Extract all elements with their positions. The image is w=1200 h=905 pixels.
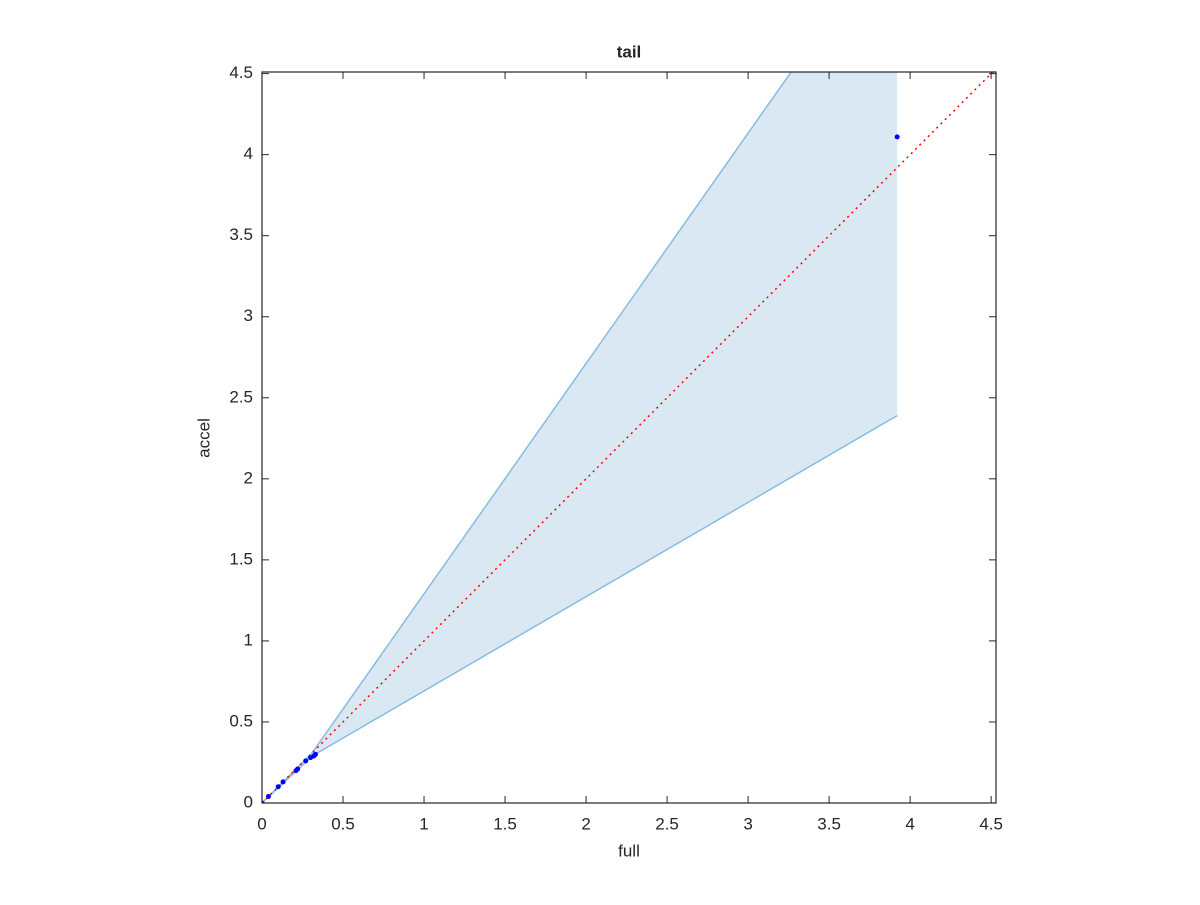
point [312, 751, 318, 757]
point [275, 784, 281, 790]
point [295, 766, 301, 772]
point [262, 800, 265, 803]
x-tick-label: 3.5 [817, 814, 841, 833]
plot-area [262, 72, 994, 803]
axes-box [261, 71, 997, 804]
x-tick-label: 1 [419, 814, 428, 833]
chart-title: tail [617, 42, 642, 61]
y-tick-label: 2 [244, 468, 253, 487]
y-tick-label: 4 [244, 144, 253, 163]
x-tick-label: 3 [743, 814, 752, 833]
y-tick-label: 0.5 [229, 711, 253, 730]
x-tick-label: 4.5 [979, 814, 1003, 833]
y-tick-label: 1.5 [229, 549, 253, 568]
point [894, 134, 900, 140]
reference-line [262, 72, 994, 803]
x-tick-label: 0.5 [331, 814, 355, 833]
y-tick-label: 4.5 [229, 63, 253, 82]
y-tick-label: 3.5 [229, 225, 253, 244]
x-axis-label: full [618, 841, 640, 860]
point [303, 758, 309, 764]
x-tick-label: 1.5 [493, 814, 517, 833]
point [265, 794, 271, 800]
y-tick-label: 2.5 [229, 387, 253, 406]
y-tick-label: 0 [244, 792, 253, 811]
y-tick-label: 1 [244, 630, 253, 649]
y-tick-label: 3 [244, 306, 253, 325]
point [280, 779, 286, 785]
x-tick-label: 4 [905, 814, 914, 833]
x-tick-label: 2.5 [655, 814, 679, 833]
x-tick-label: 0 [257, 814, 266, 833]
x-tick-label: 2 [581, 814, 590, 833]
confidence-band [262, 72, 898, 803]
y-axis-label: accel [194, 418, 213, 458]
